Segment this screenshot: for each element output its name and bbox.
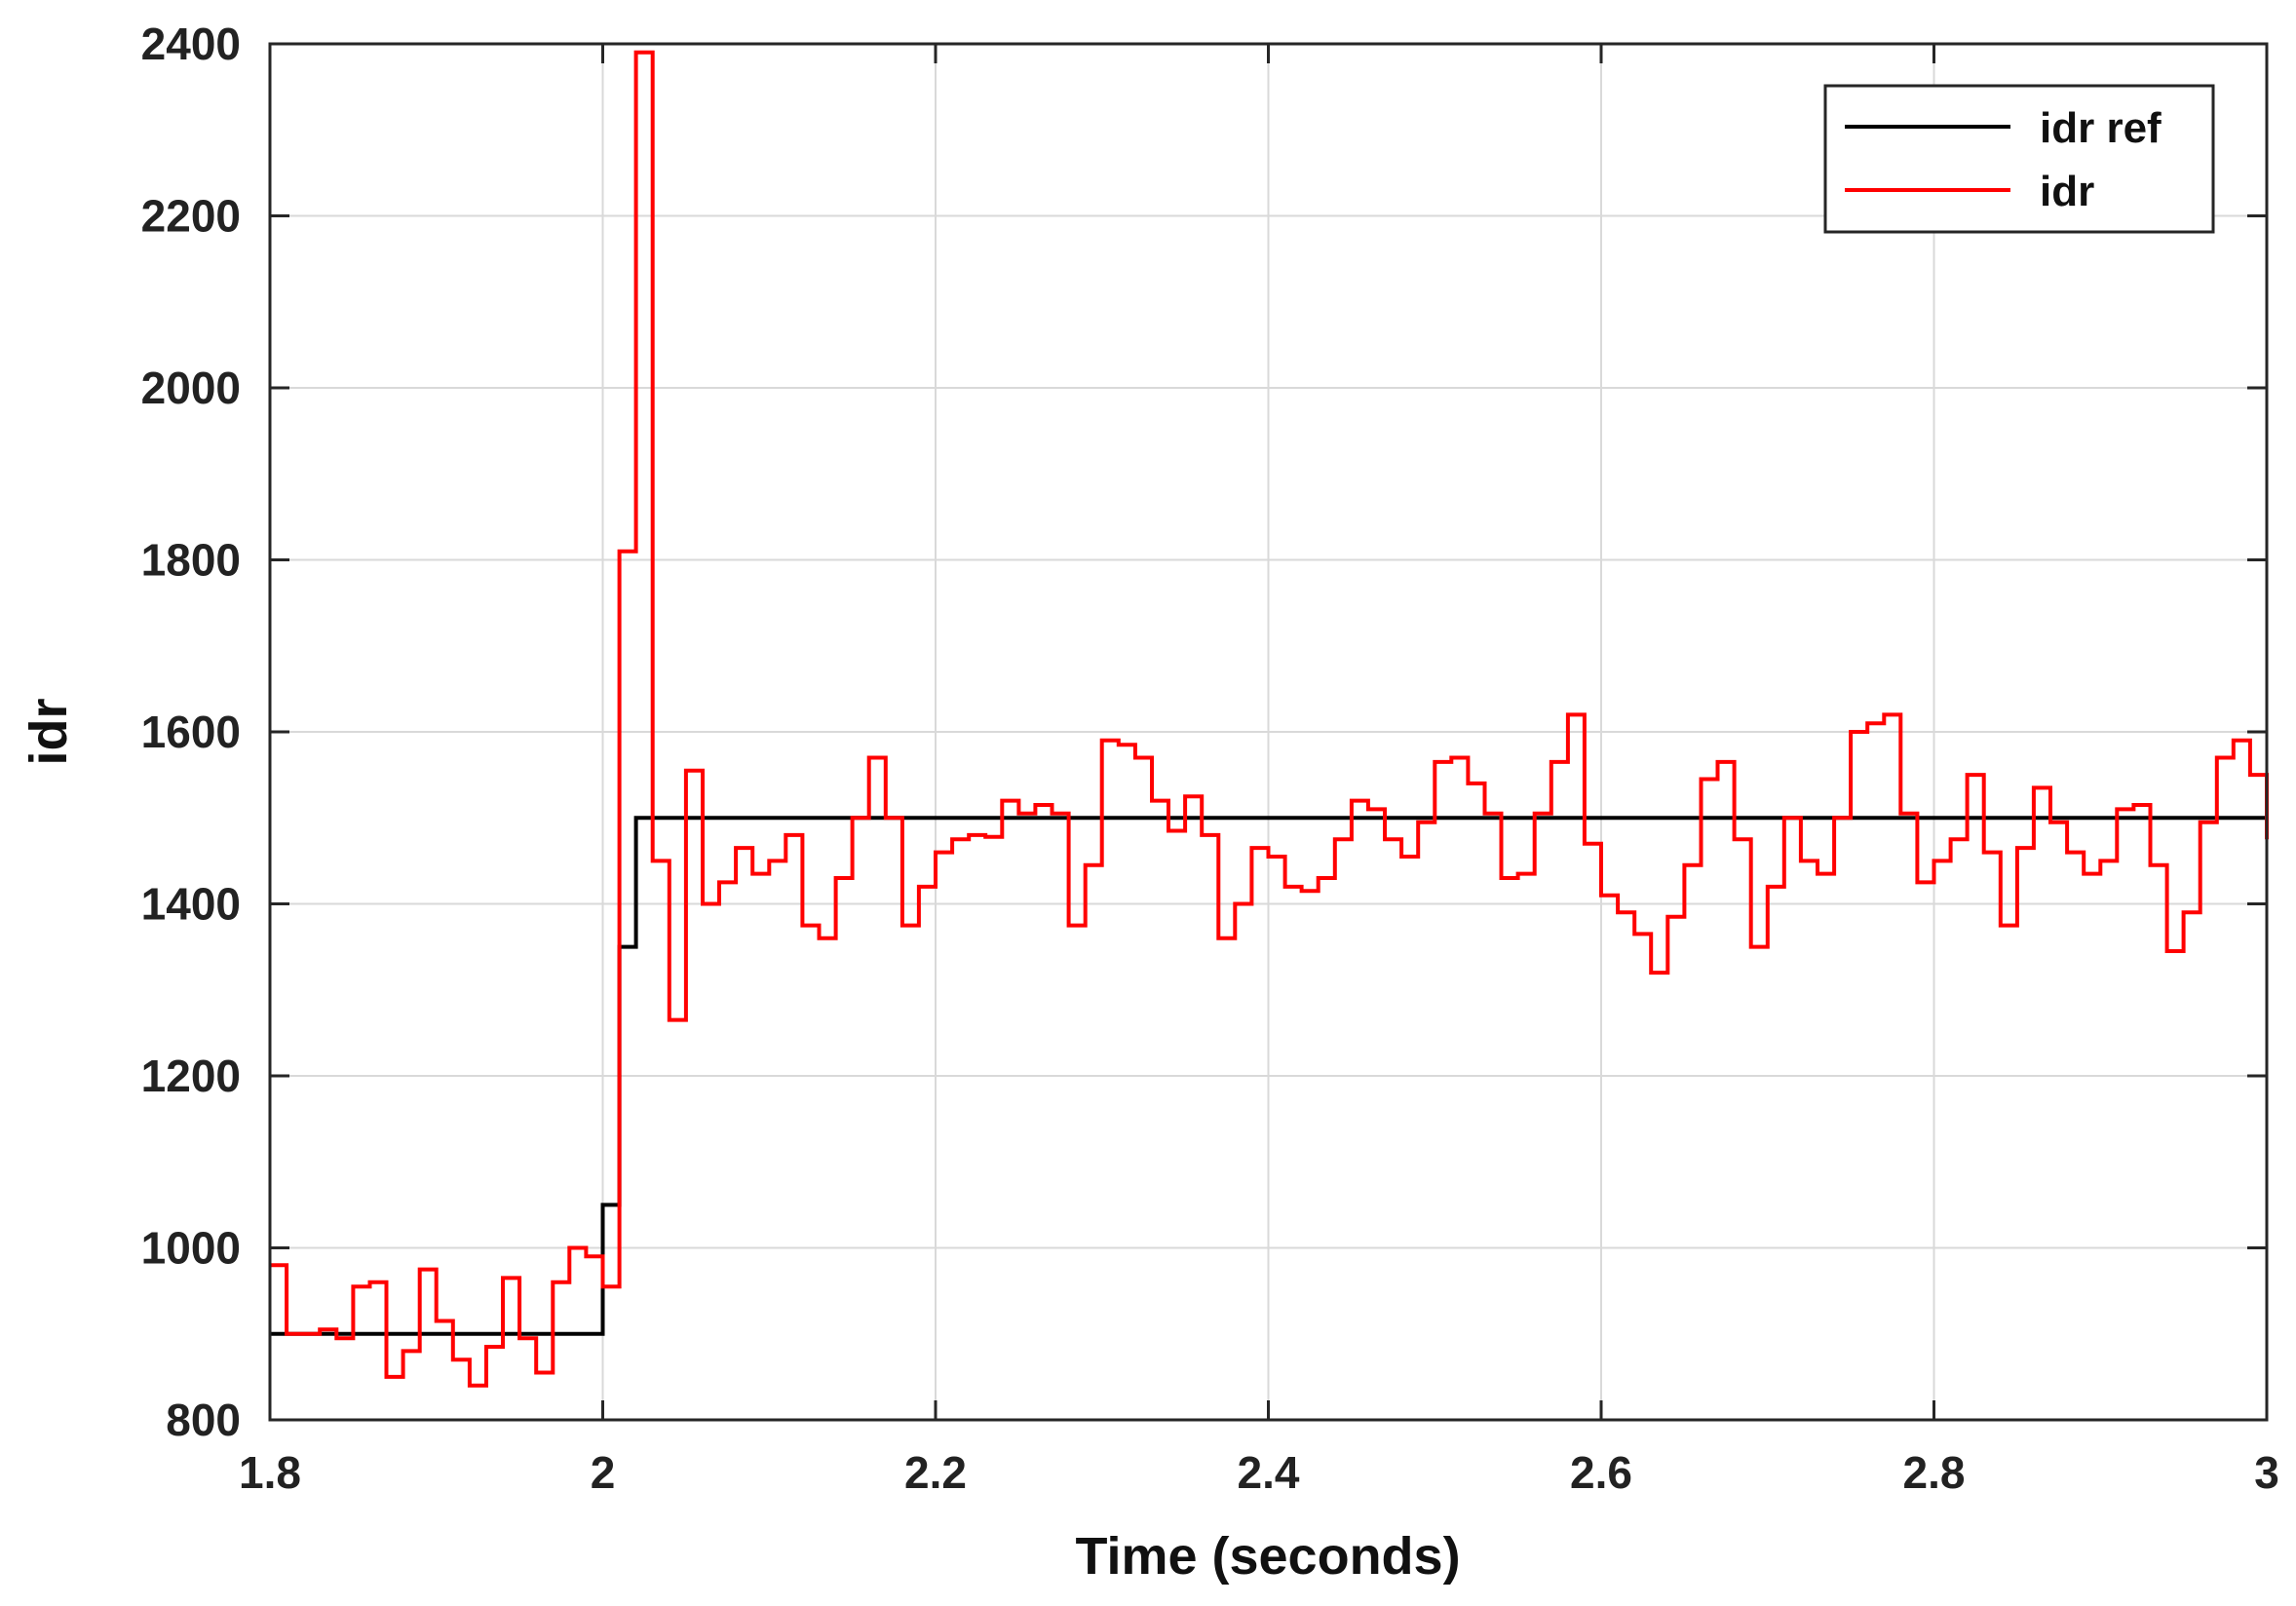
- y-tick-label: 2000: [141, 363, 241, 413]
- legend-label-idr: idr: [2040, 168, 2094, 215]
- x-tick-label: 1.8: [239, 1447, 301, 1498]
- x-axis-label: Time (seconds): [1075, 1527, 1460, 1586]
- legend-label-idr-ref: idr ref: [2040, 104, 2162, 152]
- x-tick-label: 2.6: [1570, 1447, 1632, 1498]
- ticks: [268, 42, 2269, 1422]
- x-tick-label: 2.4: [1238, 1447, 1300, 1498]
- series-layer: [270, 50, 2269, 1388]
- x-tick-label: 2.2: [904, 1447, 967, 1498]
- y-tick-label: 1600: [141, 707, 241, 757]
- y-tick-label: 2400: [141, 19, 241, 69]
- legend: idr ref idr: [1823, 84, 2215, 234]
- y-tick-label: 2200: [141, 191, 241, 242]
- y-tick-label: 800: [166, 1395, 241, 1445]
- x-tick-label: 2: [591, 1447, 616, 1498]
- series-line-idr: [270, 50, 2269, 1388]
- legend-box: [1823, 84, 2215, 234]
- y-tick-label: 1400: [141, 879, 241, 930]
- x-tick-label: 2.8: [1903, 1447, 1966, 1498]
- y-tick-label: 1200: [141, 1051, 241, 1101]
- tick-labels: 1.8 2 2.2 2.4 2.6 2.8 3 800 1000 1200 1400 1600 1800…: [141, 19, 2279, 1498]
- y-tick-label: 1800: [141, 535, 241, 586]
- y-tick-label: 1000: [141, 1223, 241, 1274]
- x-tick-label: 3: [2254, 1447, 2279, 1498]
- y-axis-label: idr: [19, 698, 78, 765]
